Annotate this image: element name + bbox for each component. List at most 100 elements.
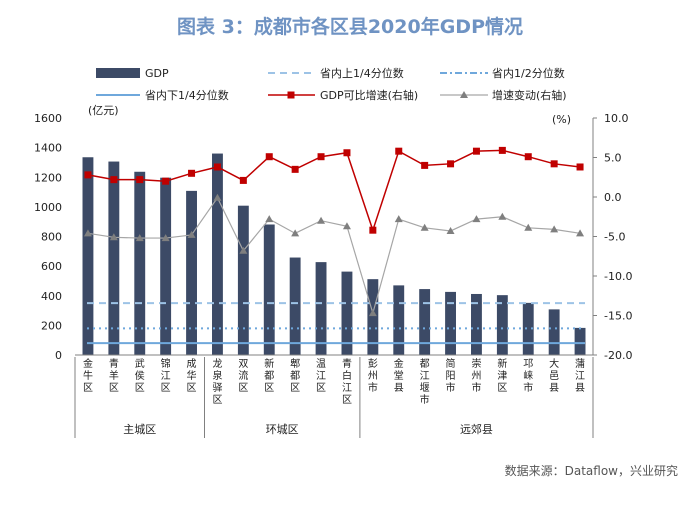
growth-change-point	[291, 229, 300, 237]
growth-change-point	[524, 223, 533, 231]
right-tick-label: -5.0	[604, 231, 625, 244]
group-label: 主城区	[123, 423, 156, 436]
bar-gdp	[341, 271, 353, 355]
growth-change-point	[187, 230, 196, 238]
category-label: 邛崃市	[523, 358, 533, 394]
gdp-growth-point	[576, 163, 584, 171]
bar-gdp	[108, 161, 120, 355]
left-tick-label: 0	[55, 349, 62, 362]
legend-growth-change-marker	[460, 91, 468, 98]
growth-change-point	[109, 233, 118, 241]
gdp-growth-point	[498, 146, 506, 154]
category-label: 蒲江县	[575, 357, 585, 394]
category-label: 简阳市	[446, 357, 456, 394]
category-label: 金牛区	[83, 357, 93, 394]
bar-gdp	[82, 157, 94, 355]
bar-gdp	[393, 285, 405, 355]
category-label: 龙泉驿区	[212, 357, 222, 406]
category-label: 双流区	[238, 358, 248, 394]
right-tick-label: 0.0	[604, 191, 622, 204]
category-label: 彭州市	[368, 357, 378, 394]
bar-gdp	[212, 153, 223, 355]
bar-gdp	[548, 309, 560, 355]
left-tick-label: 400	[41, 290, 62, 303]
gdp-growth-point	[110, 176, 118, 184]
gdp-growth-line	[87, 149, 581, 233]
bar-gdp	[496, 295, 508, 355]
growth-change-point	[83, 229, 92, 237]
growth-change-point	[498, 212, 507, 220]
right-tick-label: 10.0	[604, 112, 629, 125]
category-label: 温江区	[316, 358, 326, 394]
category-label: 崇州市	[471, 358, 481, 394]
bar-gdp	[315, 262, 327, 355]
right-tick-label: 5.0	[604, 152, 622, 165]
bar-gdp	[445, 291, 456, 355]
left-axis-unit: (亿元)	[88, 104, 119, 117]
legend-growth-change-label: 增速变动(右轴)	[492, 88, 567, 102]
growth-change-point	[446, 226, 455, 234]
growth-change-point	[161, 234, 170, 242]
left-tick-label: 800	[41, 231, 62, 244]
gdp-growth-point	[213, 163, 221, 171]
left-tick-label: 600	[41, 260, 62, 273]
chart-title: 图表 3：成都市各区县2020年GDP情况	[176, 16, 523, 38]
right-tick-label: -15.0	[604, 310, 632, 323]
category-label: 锦江区	[161, 357, 171, 394]
growth-change-point	[265, 215, 274, 223]
legend-gdp-label: GDP	[145, 67, 169, 80]
right-tick-label: -10.0	[604, 270, 632, 283]
gdp-growth-point	[239, 176, 247, 184]
source-note: 数据来源：Dataflow，兴业研究	[504, 464, 678, 478]
category-label: 新津区	[497, 357, 507, 394]
category-label: 郫都区	[290, 357, 300, 394]
category-label: 武侯区	[135, 357, 145, 394]
category-label: 都江堰市	[420, 358, 430, 406]
growth-change-point	[317, 216, 326, 224]
gdp-growth-point	[84, 171, 92, 179]
growth-change-point	[368, 309, 377, 317]
growth-change-point	[550, 225, 559, 233]
group-label: 远郊县	[460, 423, 493, 436]
bar-gdp	[134, 171, 146, 355]
left-tick-label: 1200	[34, 171, 62, 184]
bar-gdp	[289, 257, 301, 355]
gdp-growth-point	[291, 165, 299, 173]
gdp-growth-point	[447, 160, 455, 168]
right-tick-label: -20.0	[604, 349, 632, 362]
bar-gdp	[522, 302, 534, 355]
legend-gdp-growth-label: GDP可比增速(右轴)	[320, 88, 418, 102]
bar-gdp	[237, 205, 249, 355]
right-axis-unit: (%)	[552, 113, 571, 126]
gdp-growth-point	[265, 153, 273, 161]
left-tick-label: 1600	[34, 112, 62, 125]
category-label: 新都区	[264, 357, 274, 394]
growth-change-point	[472, 215, 481, 223]
growth-change-point	[135, 234, 144, 242]
legend-median-label: 省内1/2分位数	[492, 66, 565, 80]
bar-gdp	[263, 224, 275, 355]
growth-change-point	[576, 229, 585, 237]
bar-gdp	[186, 190, 197, 355]
bar-gdp	[574, 327, 586, 355]
group-label: 环城区	[266, 423, 299, 436]
growth-change-point	[394, 215, 403, 223]
gdp-growth-point	[162, 177, 170, 185]
bar-gdp	[367, 279, 379, 355]
category-label: 青羊区	[109, 357, 119, 394]
growth-change-point	[420, 223, 429, 231]
left-tick-label: 1000	[34, 201, 62, 214]
category-label: 成华区	[187, 358, 197, 394]
gdp-growth-point	[395, 147, 403, 155]
bar-gdp	[419, 289, 431, 355]
growth-change-point	[342, 222, 351, 230]
gdp-growth-point	[136, 176, 144, 184]
legend-upper-quartile-label: 省内上1/4分位数	[320, 66, 404, 80]
gdp-growth-point	[317, 153, 325, 161]
bar-gdp	[471, 293, 482, 355]
gdp-growth-point	[188, 169, 196, 177]
gdp-growth-point	[550, 160, 558, 168]
legend-gdp-swatch	[96, 68, 140, 78]
